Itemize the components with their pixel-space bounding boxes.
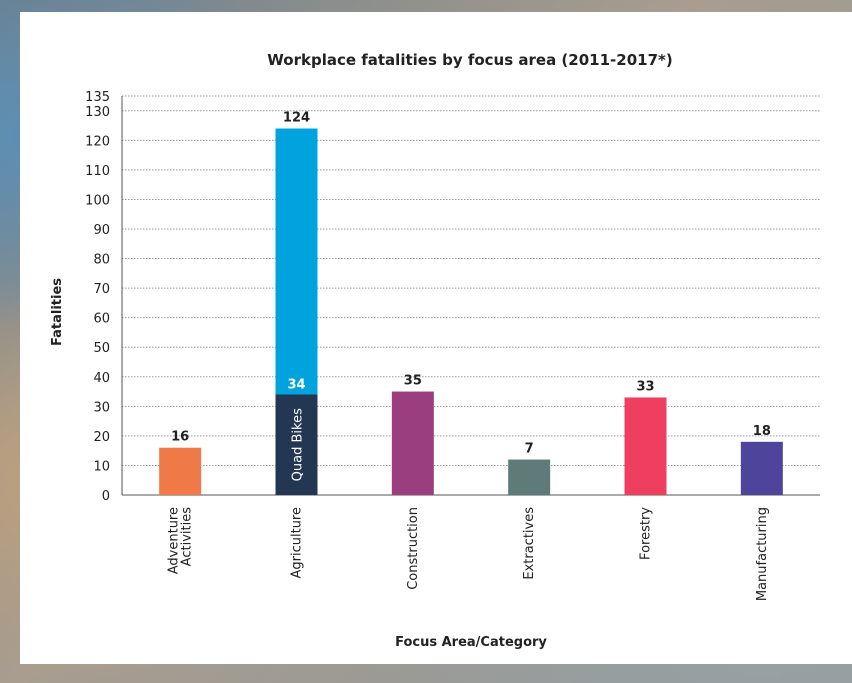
y-tick-label: 90 <box>93 223 110 238</box>
x-category-label: Construction <box>406 507 421 590</box>
bar-adventure-activities <box>159 447 202 495</box>
y-tick-label: 70 <box>93 282 110 297</box>
y-tick-label: 20 <box>93 430 110 445</box>
bar-extractives <box>508 459 551 495</box>
y-tick-label: 40 <box>93 371 110 386</box>
y-tick-label: 50 <box>93 341 110 356</box>
y-tick-label: 30 <box>93 400 110 415</box>
segment-data-label: 34 <box>287 378 305 393</box>
bar-segment-quad-bikes <box>275 394 318 495</box>
data-label: 124 <box>283 111 310 126</box>
x-category-label: Activities <box>180 507 195 567</box>
data-label: 35 <box>404 374 422 389</box>
data-label: 16 <box>171 430 189 445</box>
bar-chart: Workplace fatalities by focus area (2011… <box>50 51 820 650</box>
data-label: 7 <box>525 442 534 457</box>
y-axis-title: Fatalities <box>50 278 65 346</box>
segment-name-label: Quad Bikes <box>291 408 306 481</box>
y-tick-label: 10 <box>93 459 110 474</box>
bar-construction <box>391 391 434 495</box>
bar-forestry <box>624 397 667 495</box>
x-category-label: Agriculture <box>290 507 305 579</box>
y-tick-label: 80 <box>93 253 110 268</box>
y-tick-label: 130 <box>85 105 110 120</box>
bar-manufacturing <box>740 441 783 495</box>
y-tick-label: 110 <box>85 164 110 179</box>
y-tick-label: 120 <box>85 134 110 149</box>
y-tick-label: 0 <box>102 489 110 504</box>
y-tick-label: 60 <box>93 312 110 327</box>
y-tick-label: 100 <box>85 193 110 208</box>
x-axis-title: Focus Area/Category <box>395 635 547 650</box>
x-category-label: Adventure <box>167 507 182 574</box>
x-category-label: Forestry <box>639 507 654 560</box>
y-tick-label: 135 <box>85 90 110 105</box>
data-label: 33 <box>636 379 654 394</box>
chart-card: Workplace fatalities by focus area (2011… <box>20 12 852 664</box>
x-category-label: Extractives <box>522 507 537 580</box>
x-category-label: Manufacturing <box>755 507 770 601</box>
chart-title: Workplace fatalities by focus area (2011… <box>267 51 672 69</box>
data-label: 18 <box>753 424 771 439</box>
